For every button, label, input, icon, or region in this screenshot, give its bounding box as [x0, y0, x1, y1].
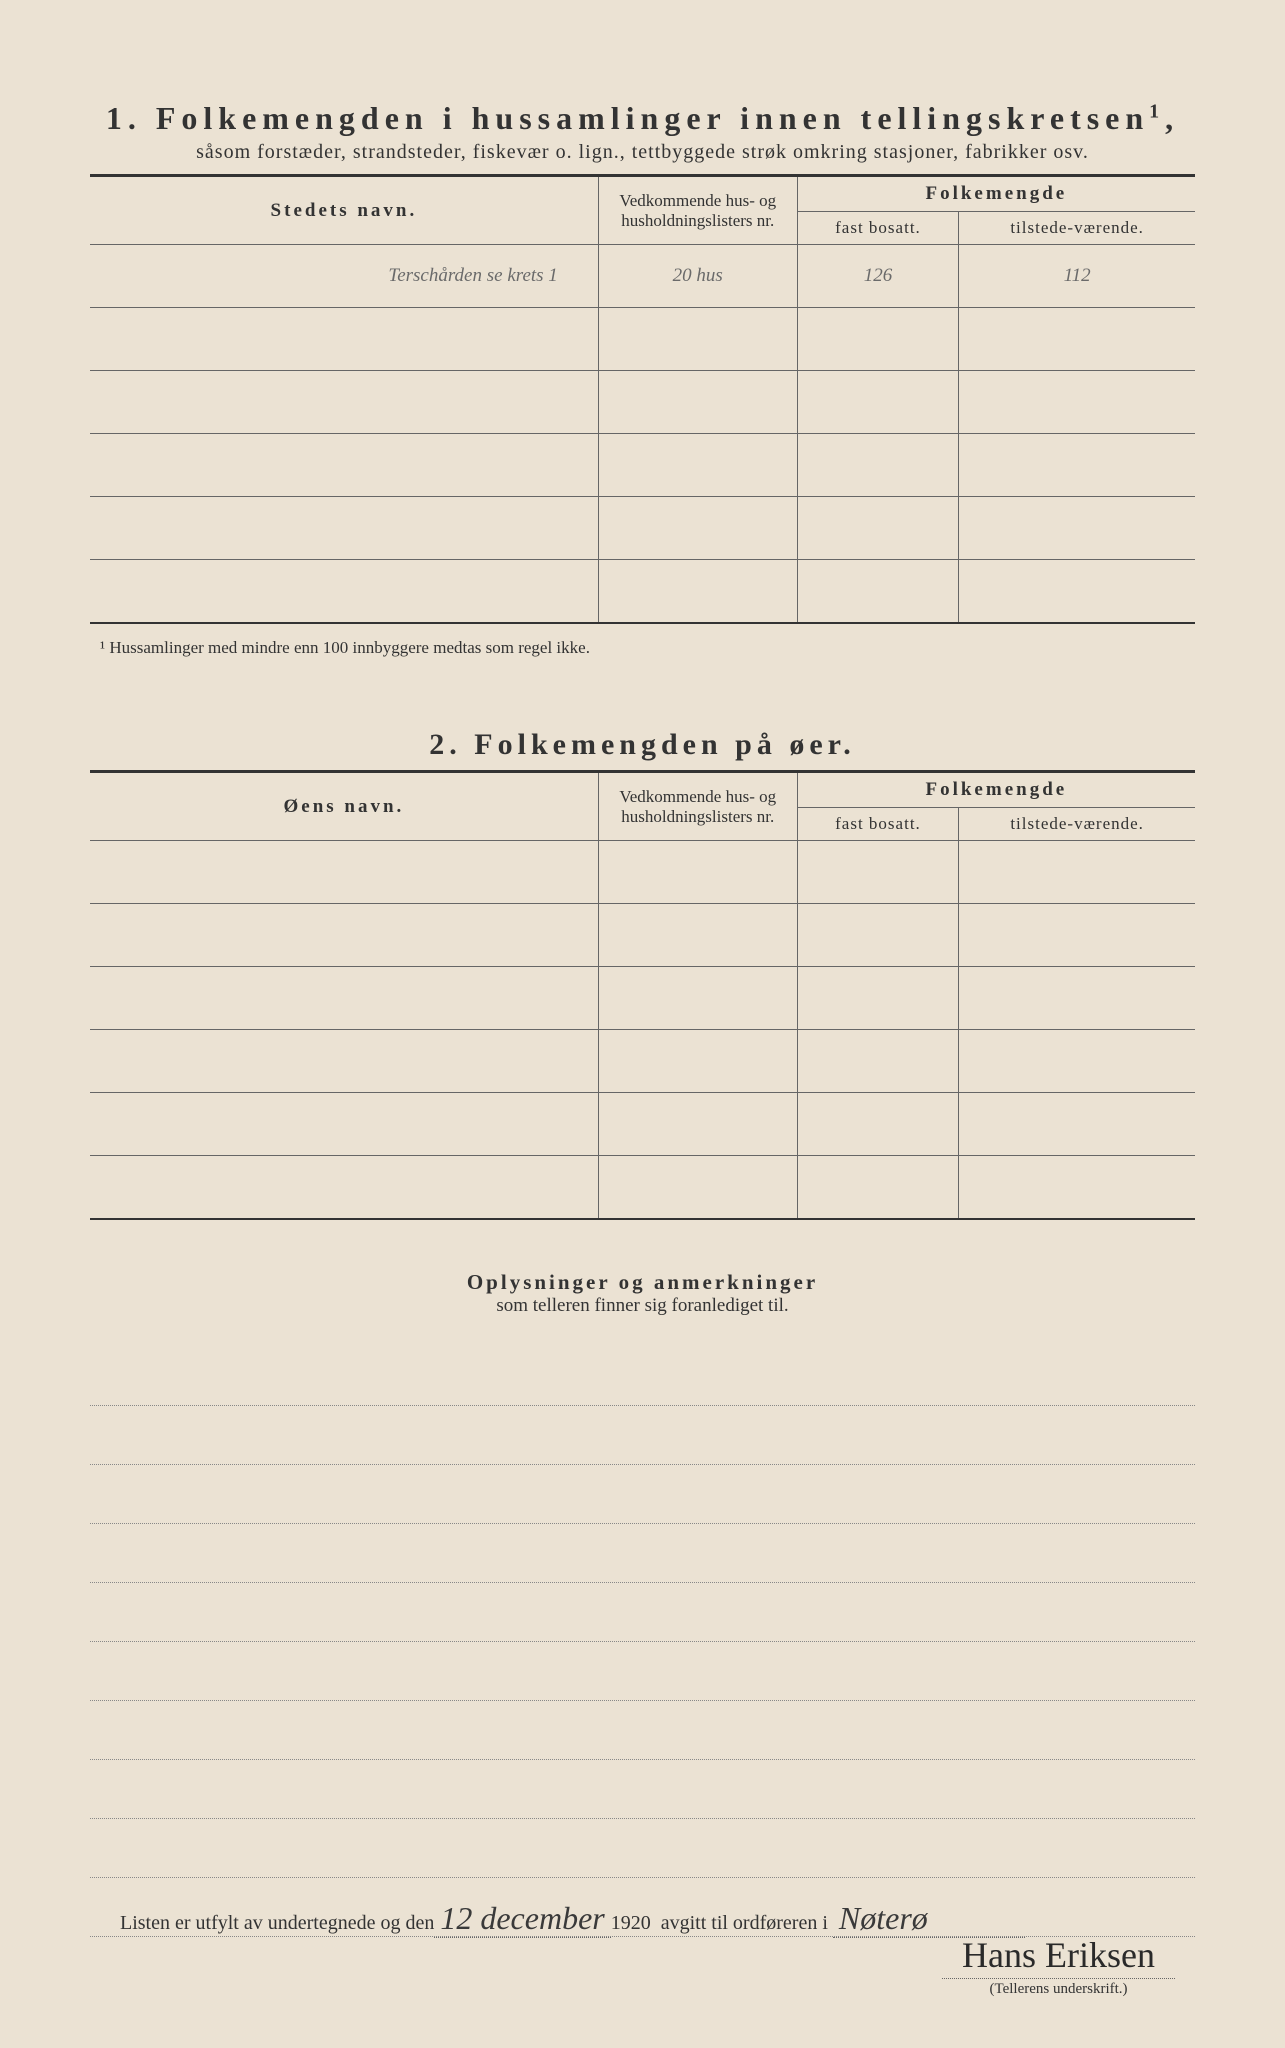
section2-table: Øens navn. Vedkommende hus- og husholdni… — [90, 770, 1195, 1220]
th-list-nr-2: Vedkommende hus- og husholdningslisters … — [598, 772, 797, 841]
table-row — [90, 1030, 1195, 1093]
table-row — [90, 560, 1195, 624]
table-row — [90, 967, 1195, 1030]
table-row — [90, 1156, 1195, 1220]
section2-tbody — [90, 841, 1195, 1220]
section1-number: 1. — [106, 100, 142, 136]
signature-line: Listen er utfylt av undertegnede og den … — [120, 1900, 1195, 1938]
sig-date: 12 december — [434, 1900, 610, 1938]
th-folkemengde-2: Folkemengde — [797, 772, 1195, 808]
section1-subtitle: såsom forstæder, strandsteder, fiskevær … — [90, 141, 1195, 164]
sig-place: Nøterø — [833, 1900, 1025, 1938]
remarks-sub: som telleren finner sig foranlediget til… — [90, 1295, 1195, 1317]
section2-number: 2. — [429, 728, 462, 761]
th-list-nr: Vedkommende hus- og husholdningslisters … — [598, 176, 797, 245]
table-row — [90, 434, 1195, 497]
th-tilstede-2: tilstede-værende. — [959, 808, 1195, 841]
th-tilstede: tilstede-værende. — [959, 212, 1195, 245]
section1-sup: 1 — [1149, 100, 1165, 122]
table-row: Terschården se krets 1 20 hus 126 112 — [90, 245, 1195, 308]
section1-footnote: ¹ Hussamlinger med mindre enn 100 innbyg… — [100, 638, 1195, 658]
table-row — [90, 308, 1195, 371]
table-row — [90, 497, 1195, 560]
th-stedets-navn: Stedets navn. — [90, 176, 598, 245]
th-fast-2: fast bosatt. — [797, 808, 959, 841]
cell-tilstede: 112 — [959, 245, 1195, 308]
cell-fast: 126 — [797, 245, 959, 308]
th-folkemengde: Folkemengde — [797, 176, 1195, 212]
table-row — [90, 1093, 1195, 1156]
section2-title: 2. Folkemengden på øer. — [90, 728, 1195, 762]
ruled-line — [90, 1760, 1195, 1819]
remarks-lines — [90, 1347, 1195, 1937]
ruled-line — [90, 1819, 1195, 1878]
ruled-line — [90, 1347, 1195, 1406]
teller-signature: Hans Eriksen — [942, 1934, 1175, 1979]
table-row — [90, 371, 1195, 434]
section1-title-text: Folkemengden i hussamlinger innen tellin… — [156, 100, 1149, 136]
ruled-line — [90, 1465, 1195, 1524]
ruled-line — [90, 1701, 1195, 1760]
ruled-line — [90, 1524, 1195, 1583]
section1-table: Stedets navn. Vedkommende hus- og hushol… — [90, 174, 1195, 624]
cell-name: Terschården se krets 1 — [90, 245, 598, 308]
remarks-heading: Oplysninger og anmerkninger — [90, 1270, 1195, 1295]
table-row — [90, 841, 1195, 904]
section2-title-text: Folkemengden på øer. — [474, 728, 855, 761]
sig-year: 1920 — [611, 1912, 651, 1935]
table-row — [90, 904, 1195, 967]
section1-tbody: Terschården se krets 1 20 hus 126 112 — [90, 245, 1195, 624]
cell-list: 20 hus — [598, 245, 797, 308]
sig-text-mid: avgitt til ordføreren i — [661, 1912, 828, 1935]
ruled-line — [90, 1583, 1195, 1642]
th-oens-navn: Øens navn. — [90, 772, 598, 841]
section1-title: 1. Folkemengden i hussamlinger innen tel… — [90, 100, 1195, 137]
ruled-line — [90, 1406, 1195, 1465]
th-fast: fast bosatt. — [797, 212, 959, 245]
sig-text-before: Listen er utfylt av undertegnede og den — [120, 1912, 434, 1935]
teller-signature-label: (Tellerens underskrift.) — [942, 1981, 1175, 1998]
document-page: 1. Folkemengden i hussamlinger innen tel… — [0, 0, 1285, 2048]
teller-signature-block: Hans Eriksen (Tellerens underskrift.) — [942, 1934, 1175, 1998]
ruled-line — [90, 1642, 1195, 1701]
